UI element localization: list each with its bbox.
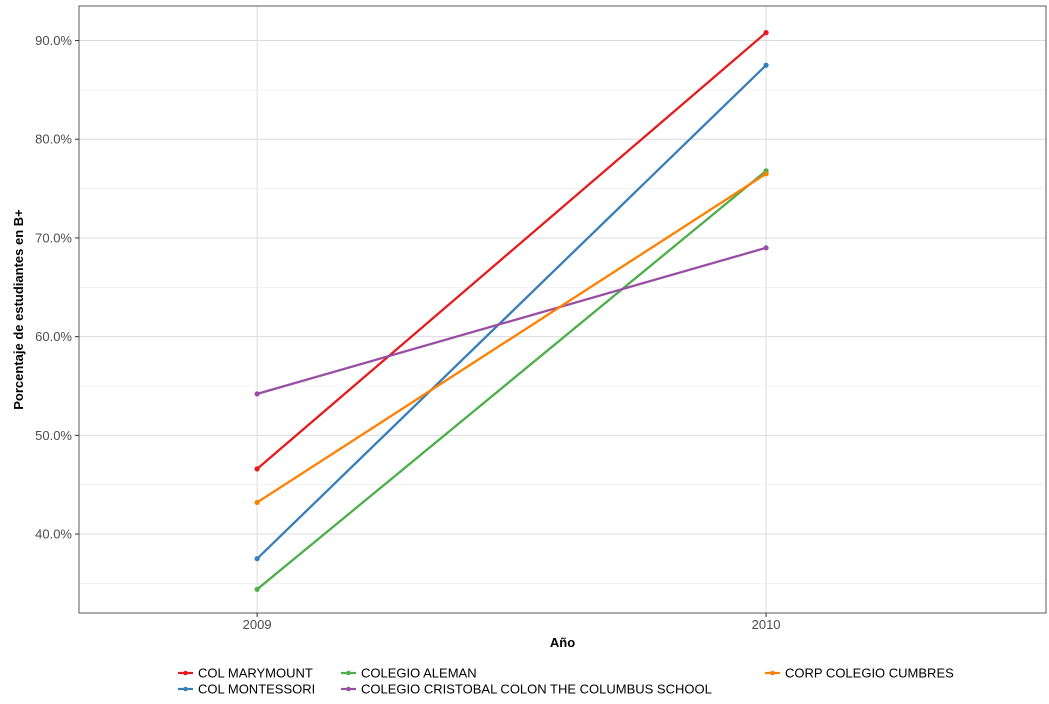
data-point (254, 466, 260, 472)
legend-key-point (346, 670, 351, 676)
legend-key-point (183, 670, 188, 676)
x-tick-label: 2010 (752, 617, 781, 632)
y-tick-label: 40.0% (35, 527, 72, 542)
x-axis-title: Año (550, 635, 575, 650)
y-axis-title: Porcentaje de estudiantes en B+ (11, 209, 26, 410)
y-tick-label: 60.0% (35, 329, 72, 344)
series-line (255, 64, 768, 560)
axes: 40.0% 50.0% 60.0% 70.0% 80.0% 90.0% 2009 2010 Añ… (11, 5, 1047, 650)
series-line (255, 172, 768, 504)
data-point (763, 62, 769, 68)
series-line (255, 246, 768, 396)
series-line (255, 169, 768, 591)
y-tick-label: 50.0% (35, 428, 72, 443)
grid (79, 6, 1046, 613)
y-tick-label: 80.0% (35, 132, 72, 147)
data-point (763, 171, 769, 177)
data-point (763, 245, 769, 251)
legend-key-point (346, 686, 351, 692)
data-point (254, 556, 260, 562)
legend-label: COLEGIO ALEMAN (361, 666, 477, 681)
series-lines (254, 30, 769, 592)
legend-key-point (770, 670, 775, 676)
y-tick-label: 70.0% (35, 230, 72, 245)
legend-label: COLEGIO CRISTOBAL COLON THE COLUMBUS SCH… (361, 682, 712, 697)
series-line (255, 31, 768, 471)
legend-label: COL MONTESSORI (198, 682, 315, 697)
legend-key-point (183, 686, 188, 692)
data-point (254, 586, 260, 592)
plot-border (78, 5, 1047, 614)
x-tick-label: 2009 (243, 617, 272, 632)
legend-label: CORP COLEGIO CUMBRES (785, 666, 954, 681)
legend-label: COL MARYMOUNT (198, 666, 313, 681)
data-point (763, 30, 769, 36)
data-point (254, 499, 260, 506)
data-point (254, 391, 260, 397)
y-tick-label: 90.0% (35, 33, 72, 48)
